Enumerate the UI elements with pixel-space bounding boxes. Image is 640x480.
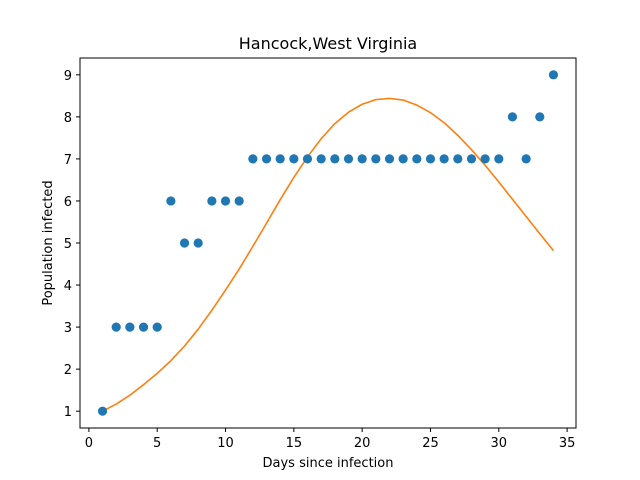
y-tick-label: 5 [64,237,72,252]
data-point [466,154,477,164]
x-tick-label: 0 [85,436,93,451]
data-point [275,154,285,164]
data-point [125,322,135,332]
data-point [507,112,518,122]
x-tick-label: 30 [491,436,508,451]
y-tick-label: 6 [64,195,72,210]
x-axis: 0 5 10 15 20 25 30 35 [85,428,576,451]
data-point [330,154,340,164]
data-point [412,154,422,164]
data-point [193,238,203,248]
data-point [220,196,231,206]
data-point [494,154,504,164]
data-point [248,154,258,164]
data-point [343,154,354,164]
data-point [521,154,531,164]
data-point [289,154,299,164]
y-axis-label: Population infected [41,180,56,305]
x-tick-label: 5 [153,436,161,451]
y-tick-label: 7 [64,153,72,168]
data-point [480,154,490,164]
data-point [302,154,313,164]
data-point [371,154,381,164]
data-point [384,154,395,164]
data-point [357,154,367,164]
data-point [398,154,408,164]
x-axis-label: Days since infection [263,456,394,471]
data-point [179,238,190,248]
y-tick-label: 8 [64,111,72,126]
plot-area [97,70,559,416]
data-point [234,196,244,206]
y-tick-label: 9 [64,69,72,84]
x-tick-label: 20 [354,436,371,451]
y-tick-label: 1 [64,405,72,420]
x-tick-label: 15 [286,436,303,451]
data-point [138,322,149,332]
y-tick-label: 3 [64,321,72,336]
fit-line [102,97,555,412]
data-point [261,154,272,164]
data-point [425,154,436,164]
data-point [166,196,176,206]
data-point [152,322,162,332]
x-tick-label: 10 [217,436,234,451]
x-tick-label: 35 [559,436,576,451]
data-point [439,154,449,164]
data-point [111,322,121,332]
data-point [548,70,559,80]
y-tick-label: 2 [64,363,72,378]
data-point [207,196,217,206]
y-axis: 1 2 3 4 5 6 7 8 9 [64,69,80,420]
data-point [453,154,463,164]
chart-title: Hancock,West Virginia [239,34,417,53]
data-point [97,406,108,416]
data-point [316,154,326,164]
y-tick-label: 4 [64,279,72,294]
data-point [535,112,545,122]
x-tick-label: 25 [422,436,439,451]
